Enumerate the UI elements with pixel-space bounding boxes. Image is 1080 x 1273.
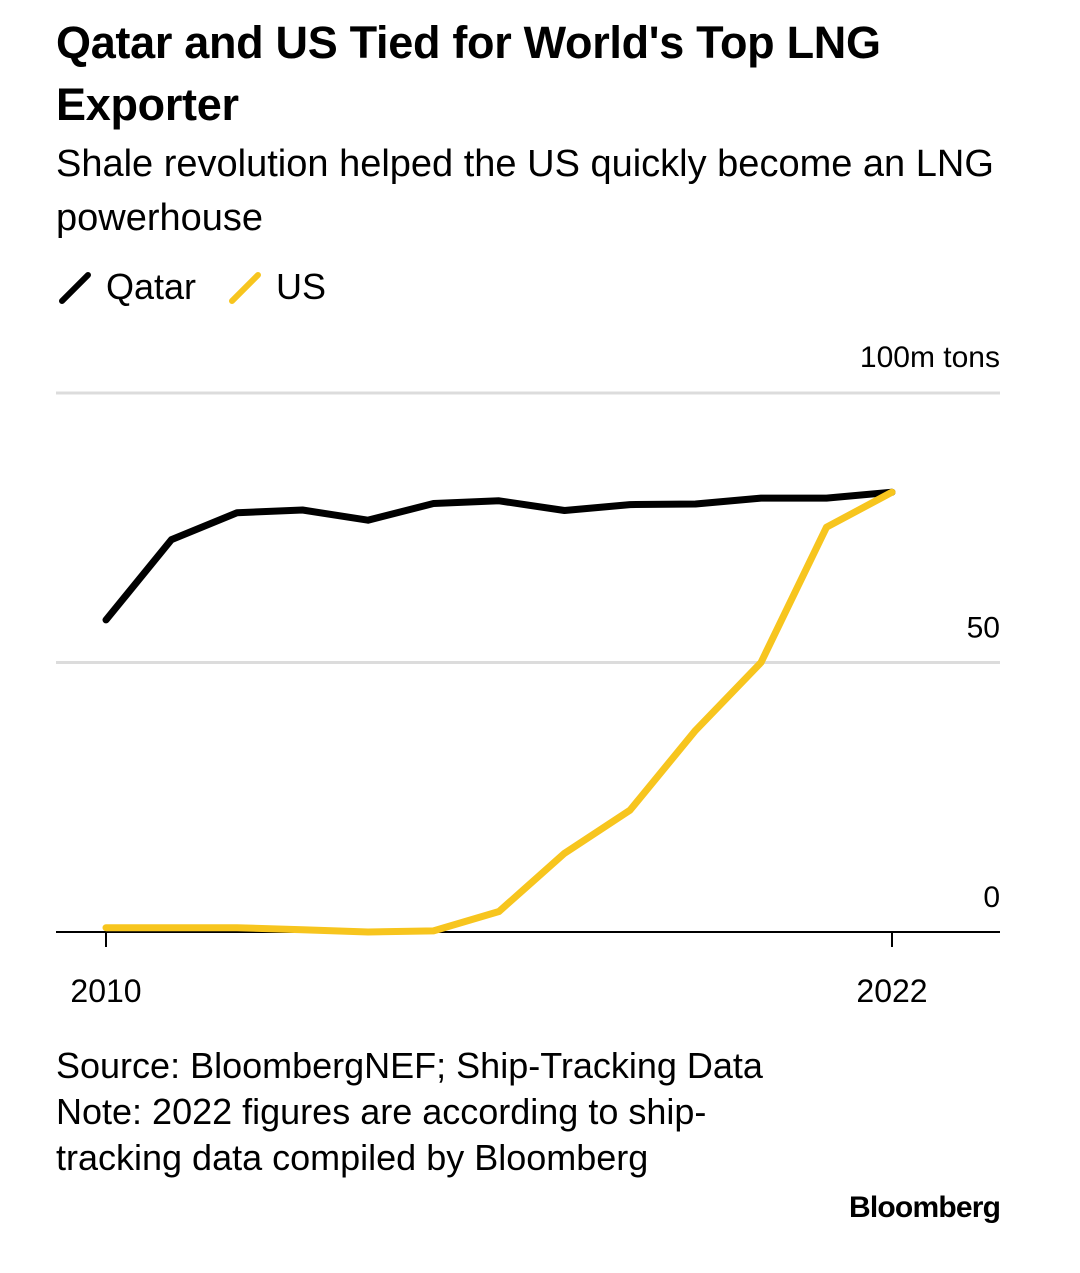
y-tick-label-0: 0: [983, 881, 1000, 914]
y-tick-label-50: 50: [967, 612, 1000, 645]
legend-item-us: US: [226, 266, 326, 308]
source-note: Source: BloombergNEF; Ship-Tracking Data: [56, 1045, 763, 1086]
legend-label-us: US: [276, 266, 327, 307]
legend-item-qatar: Qatar: [56, 266, 196, 308]
data-note: Note: 2022 figures are according to ship…: [56, 1091, 707, 1178]
chart-title: Qatar and US Tied for World's Top LNG Ex…: [56, 17, 881, 130]
series-line-us: [102, 488, 896, 936]
x-tick-label-2010: 2010: [70, 973, 141, 1009]
series-line-qatar: [102, 488, 896, 624]
legend-swatch-qatar-icon: [59, 272, 91, 304]
legend-swatch-us-icon: [229, 272, 262, 304]
line-chart: 0 50 100m tons 2010 2022: [56, 341, 1000, 1009]
legend: Qatar US: [56, 262, 356, 312]
x-tick-label-2022: 2022: [856, 973, 927, 1009]
chart-footer: Source: BloombergNEF; Ship-Tracking Data…: [56, 1043, 796, 1181]
legend-label-qatar: Qatar: [106, 266, 197, 307]
y-axis-unit-label: 100m tons: [860, 341, 1000, 374]
bloomberg-logo: Bloomberg: [849, 1191, 1001, 1224]
chart-subtitle: Shale revolution helped the US quickly b…: [56, 143, 994, 239]
